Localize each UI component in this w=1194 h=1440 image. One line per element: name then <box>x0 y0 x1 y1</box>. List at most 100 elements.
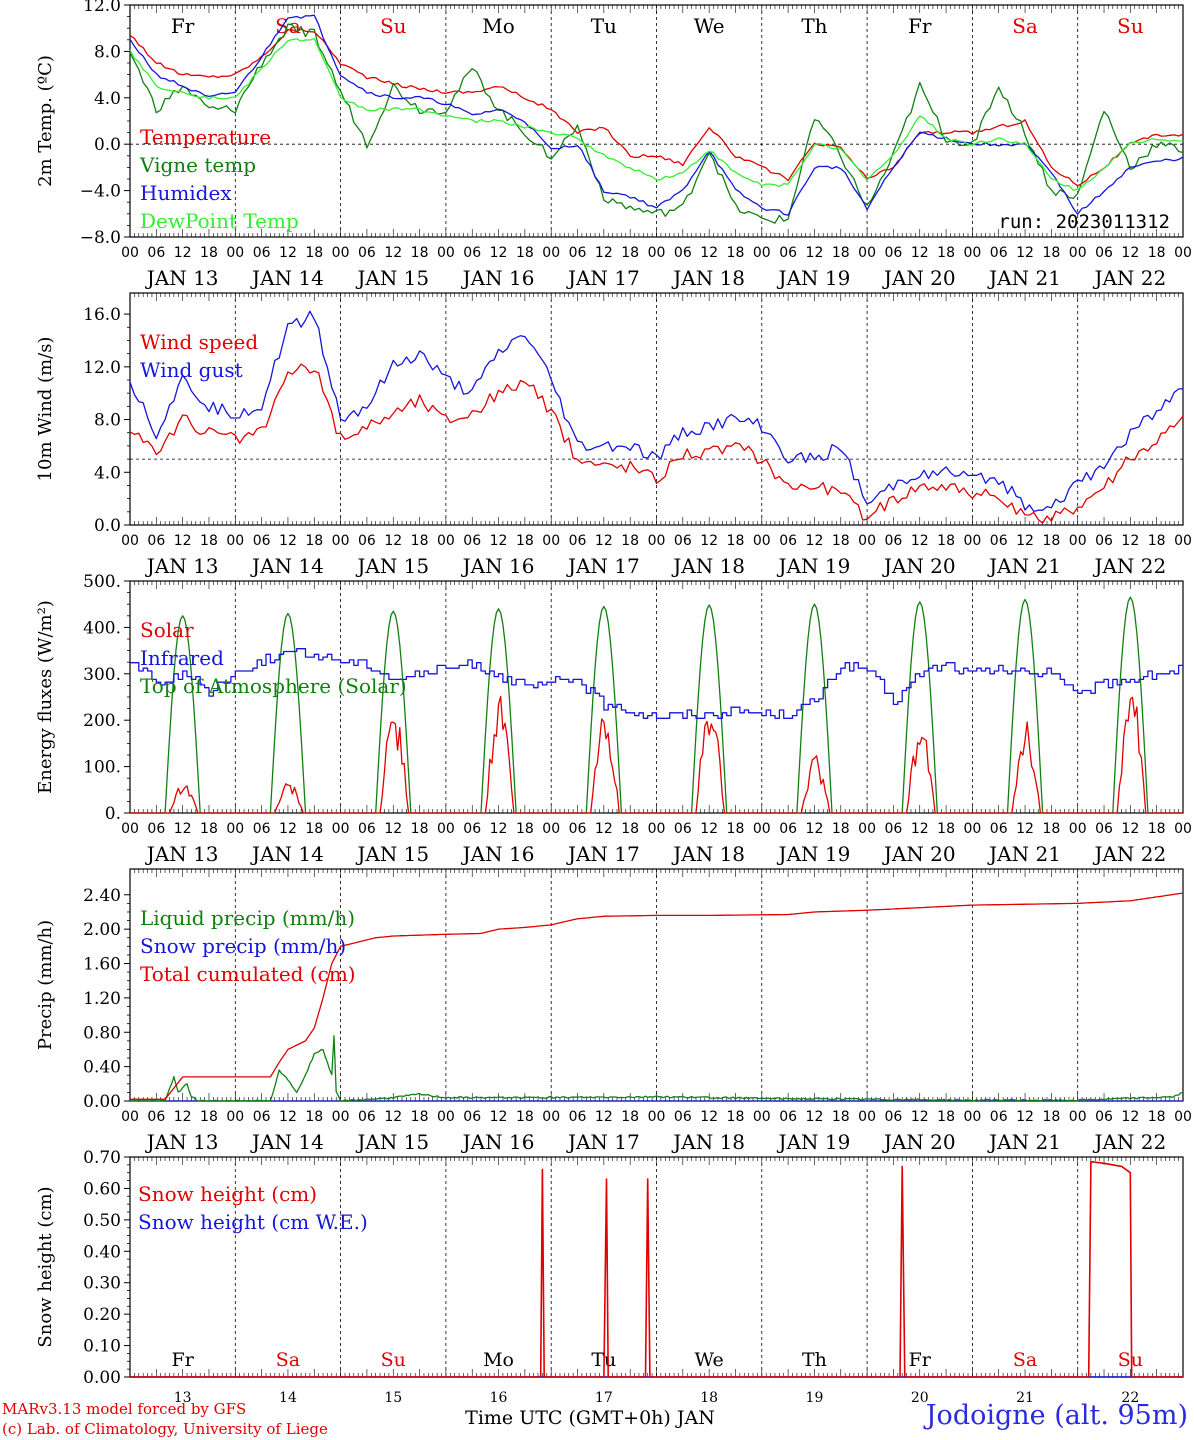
p1-hour-label: 12 <box>1121 245 1139 261</box>
p3-date-label: JAN 20 <box>882 842 956 866</box>
day-number-label: 14 <box>279 1390 297 1406</box>
p3-hour-label: 06 <box>885 821 903 837</box>
weekday-label-bottom: Su <box>381 1349 406 1371</box>
p1-date-label: JAN 19 <box>777 266 851 290</box>
p1-hour-label: 06 <box>990 245 1008 261</box>
p3-hour-label: 12 <box>174 821 192 837</box>
day-number-label: 18 <box>700 1390 718 1406</box>
p5-y-tick-label: 0.20 <box>83 1305 121 1325</box>
p5-y-tick-label: 0.40 <box>83 1242 121 1262</box>
p4-hour-label: 18 <box>305 1109 323 1125</box>
p4-hour-label: 06 <box>147 1109 165 1125</box>
weekday-label-bottom: Th <box>802 1349 827 1371</box>
p4-y-tick-label: 0.80 <box>83 1023 121 1043</box>
p3-hour-label: 18 <box>411 821 429 837</box>
p1-hour-label: 12 <box>595 245 613 261</box>
p4-hour-label: 06 <box>885 1109 903 1125</box>
p3-hour-label: 00 <box>753 821 771 837</box>
p4-y-tick-label: 1.60 <box>83 955 121 975</box>
p2-hour-label: 18 <box>621 533 639 549</box>
p4-hour-label: 00 <box>121 1109 139 1125</box>
p2-legend-0: Wind speed <box>140 330 258 354</box>
p2-hour-label: 12 <box>174 533 192 549</box>
p1-hour-label: 06 <box>1095 245 1113 261</box>
p2-hour-label: 06 <box>569 533 587 549</box>
p3-hour-label: 18 <box>621 821 639 837</box>
p2-y-tick-label: 16.0 <box>83 305 121 325</box>
p3-date-label: JAN 15 <box>355 842 429 866</box>
p1-date-label: JAN 20 <box>882 266 956 290</box>
p4-hour-label: 18 <box>832 1109 850 1125</box>
p3-hour-label: 06 <box>990 821 1008 837</box>
p1-hour-label: 06 <box>885 245 903 261</box>
p1-hour-label: 18 <box>1042 245 1060 261</box>
p3-legend-2: Top of Atmosphere (Solar) <box>140 674 407 698</box>
p2-hour-label: 06 <box>147 533 165 549</box>
p2-hour-label: 18 <box>411 533 429 549</box>
p4-hour-label: 12 <box>911 1109 929 1125</box>
p1-hour-label: 00 <box>226 245 244 261</box>
p2-date-label: JAN 22 <box>1092 554 1166 578</box>
p2-y-tick-label: 0.0 <box>94 516 121 536</box>
p4-hour-label: 06 <box>569 1109 587 1125</box>
p1-date-label: JAN 14 <box>250 266 324 290</box>
p2-date-label: JAN 18 <box>671 554 745 578</box>
p3-legend-0: Solar <box>140 618 194 642</box>
p4-date-label: JAN 17 <box>566 1130 640 1154</box>
p1-hour-label: 18 <box>516 245 534 261</box>
p2-hour-label: 12 <box>490 533 508 549</box>
p2-hour-label: 12 <box>700 533 718 549</box>
p3-hour-label: 06 <box>253 821 271 837</box>
p3-hour-label: 18 <box>305 821 323 837</box>
p2-hour-label: 06 <box>463 533 481 549</box>
p5-y-tick-label: 0.30 <box>83 1274 121 1294</box>
p2-date-label: JAN 16 <box>461 554 535 578</box>
p2-hour-label: 06 <box>990 533 1008 549</box>
p2-hour-label: 18 <box>1042 533 1060 549</box>
p5-y-tick-label: 0.50 <box>83 1211 121 1231</box>
p3-hour-label: 00 <box>1069 821 1087 837</box>
p2-date-label: JAN 15 <box>355 554 429 578</box>
p4-date-label: JAN 13 <box>145 1130 219 1154</box>
p4-hour-label: 06 <box>674 1109 692 1125</box>
p4-hour-label: 12 <box>384 1109 402 1125</box>
p2-hour-label: 12 <box>595 533 613 549</box>
p4-date-label: JAN 20 <box>882 1130 956 1154</box>
p2-legend-1: Wind gust <box>140 358 243 382</box>
p1-hour-label: 18 <box>1148 245 1166 261</box>
p3-hour-label: 06 <box>779 821 797 837</box>
p2-hour-label: 00 <box>963 533 981 549</box>
p1-legend-1: Vigne temp <box>139 153 256 177</box>
p2-hour-label: 06 <box>674 533 692 549</box>
p4-legend-1: Snow precip (mm/h) <box>140 934 346 958</box>
p4-hour-label: 00 <box>226 1109 244 1125</box>
p3-hour-label: 12 <box>384 821 402 837</box>
weekday-label-bottom: Fr <box>909 1349 932 1371</box>
p2-y-tick-label: 4.0 <box>94 463 121 483</box>
p3-hour-label: 18 <box>832 821 850 837</box>
p4-hour-label: 00 <box>542 1109 560 1125</box>
p4-hour-label: 12 <box>279 1109 297 1125</box>
p4-date-label: JAN 14 <box>250 1130 324 1154</box>
p1-hour-label: 06 <box>463 245 481 261</box>
p2-hour-label: 06 <box>1095 533 1113 549</box>
p5-y-tick-label: 0.00 <box>83 1368 121 1388</box>
p4-hour-label: 00 <box>648 1109 666 1125</box>
p1-date-label: JAN 17 <box>566 266 640 290</box>
weekday-label-top: Fr <box>171 14 195 38</box>
p2-hour-label: 00 <box>542 533 560 549</box>
p4-hour-label: 12 <box>1016 1109 1034 1125</box>
p1-hour-label: 00 <box>332 245 350 261</box>
p2-hour-label: 18 <box>1148 533 1166 549</box>
p1-hour-label: 12 <box>279 245 297 261</box>
p4-y-axis-label: Precip (mm/h) <box>35 920 56 1050</box>
p1-date-label: JAN 15 <box>355 266 429 290</box>
p3-y-tick-label: 500. <box>83 572 121 592</box>
p2-hour-label: 12 <box>1016 533 1034 549</box>
p4-hour-label: 00 <box>437 1109 455 1125</box>
p1-hour-label-final: 00 <box>1174 245 1192 261</box>
weekday-label-bottom: Sa <box>1013 1349 1037 1371</box>
p1-hour-label: 00 <box>542 245 560 261</box>
p3-hour-label: 06 <box>147 821 165 837</box>
p4-hour-label: 12 <box>595 1109 613 1125</box>
